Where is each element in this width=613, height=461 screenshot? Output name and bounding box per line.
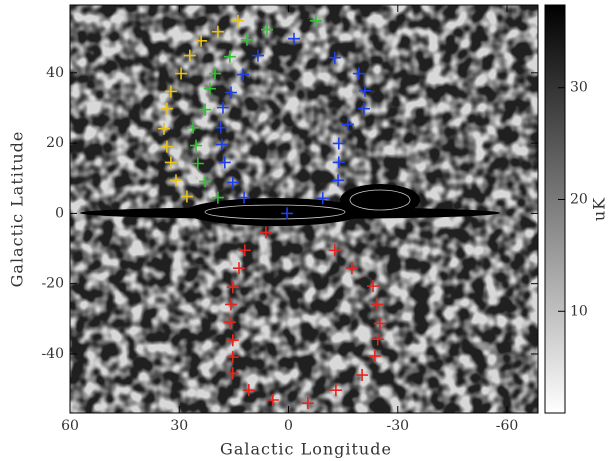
marker xyxy=(261,23,274,36)
plot-frame xyxy=(69,4,539,414)
marker xyxy=(226,367,239,380)
marker xyxy=(345,262,358,275)
colorbar xyxy=(544,4,566,414)
marker xyxy=(218,156,231,169)
marker xyxy=(231,14,244,27)
marker xyxy=(164,156,177,169)
marker xyxy=(236,68,249,81)
marker xyxy=(373,317,386,330)
y-axis-label: Galactic Latitude xyxy=(8,131,27,288)
marker xyxy=(164,85,177,98)
y-tick-label: 20 xyxy=(46,135,64,151)
marker xyxy=(199,175,212,188)
marker xyxy=(259,226,272,239)
marker xyxy=(238,191,251,204)
colorbar-tick-label: 30 xyxy=(570,80,588,96)
marker xyxy=(266,393,279,406)
marker xyxy=(251,49,264,62)
marker xyxy=(226,176,239,189)
marker xyxy=(329,384,342,397)
marker xyxy=(281,207,294,220)
marker xyxy=(175,67,188,80)
marker xyxy=(157,122,170,135)
marker xyxy=(183,49,196,62)
marker xyxy=(215,138,228,151)
colorbar-tick-label: 20 xyxy=(570,191,588,207)
colorbar-tick-label: 10 xyxy=(570,303,588,319)
marker xyxy=(359,84,372,97)
marker xyxy=(316,192,329,205)
sky-map xyxy=(70,5,538,413)
marker xyxy=(309,14,322,27)
marker xyxy=(223,316,236,329)
marker xyxy=(356,369,369,382)
marker xyxy=(368,350,381,363)
marker xyxy=(371,298,384,311)
marker xyxy=(223,50,236,63)
marker xyxy=(241,33,254,46)
marker xyxy=(226,334,239,347)
marker xyxy=(199,103,212,116)
marker xyxy=(242,384,255,397)
marker xyxy=(187,121,200,134)
marker xyxy=(328,244,341,257)
marker xyxy=(160,102,173,115)
marker xyxy=(367,280,380,293)
marker xyxy=(190,139,203,152)
marker xyxy=(332,137,345,150)
marker xyxy=(341,118,354,131)
marker xyxy=(301,397,314,410)
marker xyxy=(191,157,204,170)
marker xyxy=(169,174,182,187)
x-axis-label: Galactic Longitude xyxy=(220,440,392,459)
marker xyxy=(211,191,224,204)
marker xyxy=(203,82,216,95)
marker xyxy=(238,244,251,257)
marker xyxy=(352,67,365,80)
marker xyxy=(332,156,345,169)
y-tick-label: 0 xyxy=(55,205,64,221)
marker xyxy=(180,190,193,203)
marker xyxy=(226,281,239,294)
y-tick-label: -40 xyxy=(41,346,64,362)
y-tick-label: 40 xyxy=(46,65,64,81)
marker xyxy=(208,67,221,80)
marker xyxy=(224,298,237,311)
marker xyxy=(195,34,208,47)
y-tick-label: -20 xyxy=(41,276,64,292)
x-tick-label: 0 xyxy=(284,418,293,434)
marker xyxy=(214,121,227,134)
marker xyxy=(328,51,341,64)
marker xyxy=(216,101,229,114)
x-tick-label: -30 xyxy=(387,418,410,434)
colorbar-label: uK xyxy=(590,197,609,221)
marker xyxy=(332,174,345,187)
marker xyxy=(226,351,239,364)
x-tick-label: 30 xyxy=(170,418,188,434)
marker xyxy=(160,140,173,153)
x-tick-label: -60 xyxy=(496,418,519,434)
marker xyxy=(232,262,245,275)
marker xyxy=(211,25,224,38)
marker xyxy=(357,102,370,115)
marker xyxy=(287,32,300,45)
marker xyxy=(371,333,384,346)
marker xyxy=(224,86,237,99)
x-tick-label: 60 xyxy=(61,418,79,434)
